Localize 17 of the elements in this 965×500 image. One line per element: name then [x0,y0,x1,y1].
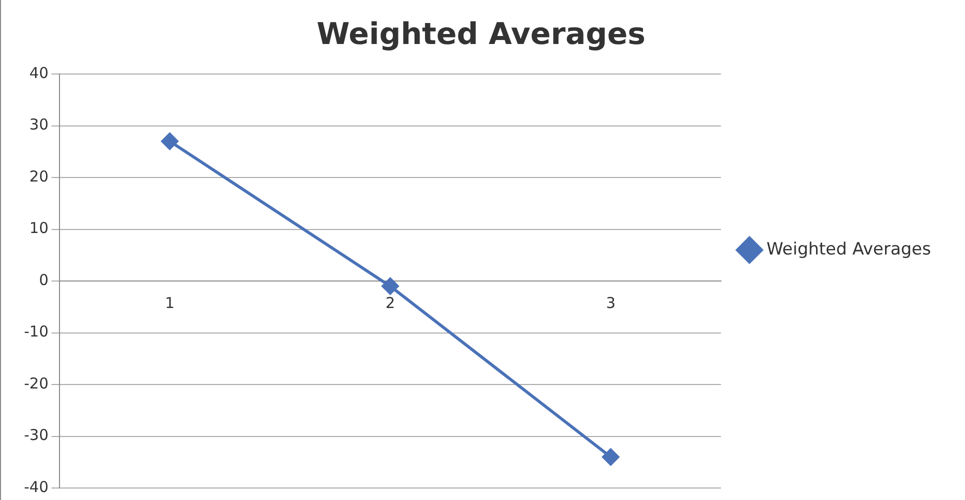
y-tick-label: -10 [24,322,48,341]
y-tick-label: -40 [24,478,48,496]
y-tick-label: 20 [29,167,48,186]
y-tick-label: 0 [38,270,48,289]
chart-title: Weighted Averages [316,16,646,52]
y-tick-label: 40 [29,64,48,82]
y-tick-label: 30 [29,116,48,134]
x-tick-label: 3 [606,294,616,312]
point [602,448,620,466]
y-tick-label: -20 [24,374,48,392]
point [382,278,399,295]
y-tick-label: 10 [29,219,48,238]
legend-label: Weighted Averages [766,239,932,260]
x-tick-label: 2 [385,294,395,312]
y-tick-label: -30 [24,426,48,444]
x-tick-label: 1 [164,294,175,312]
point [161,132,178,150]
